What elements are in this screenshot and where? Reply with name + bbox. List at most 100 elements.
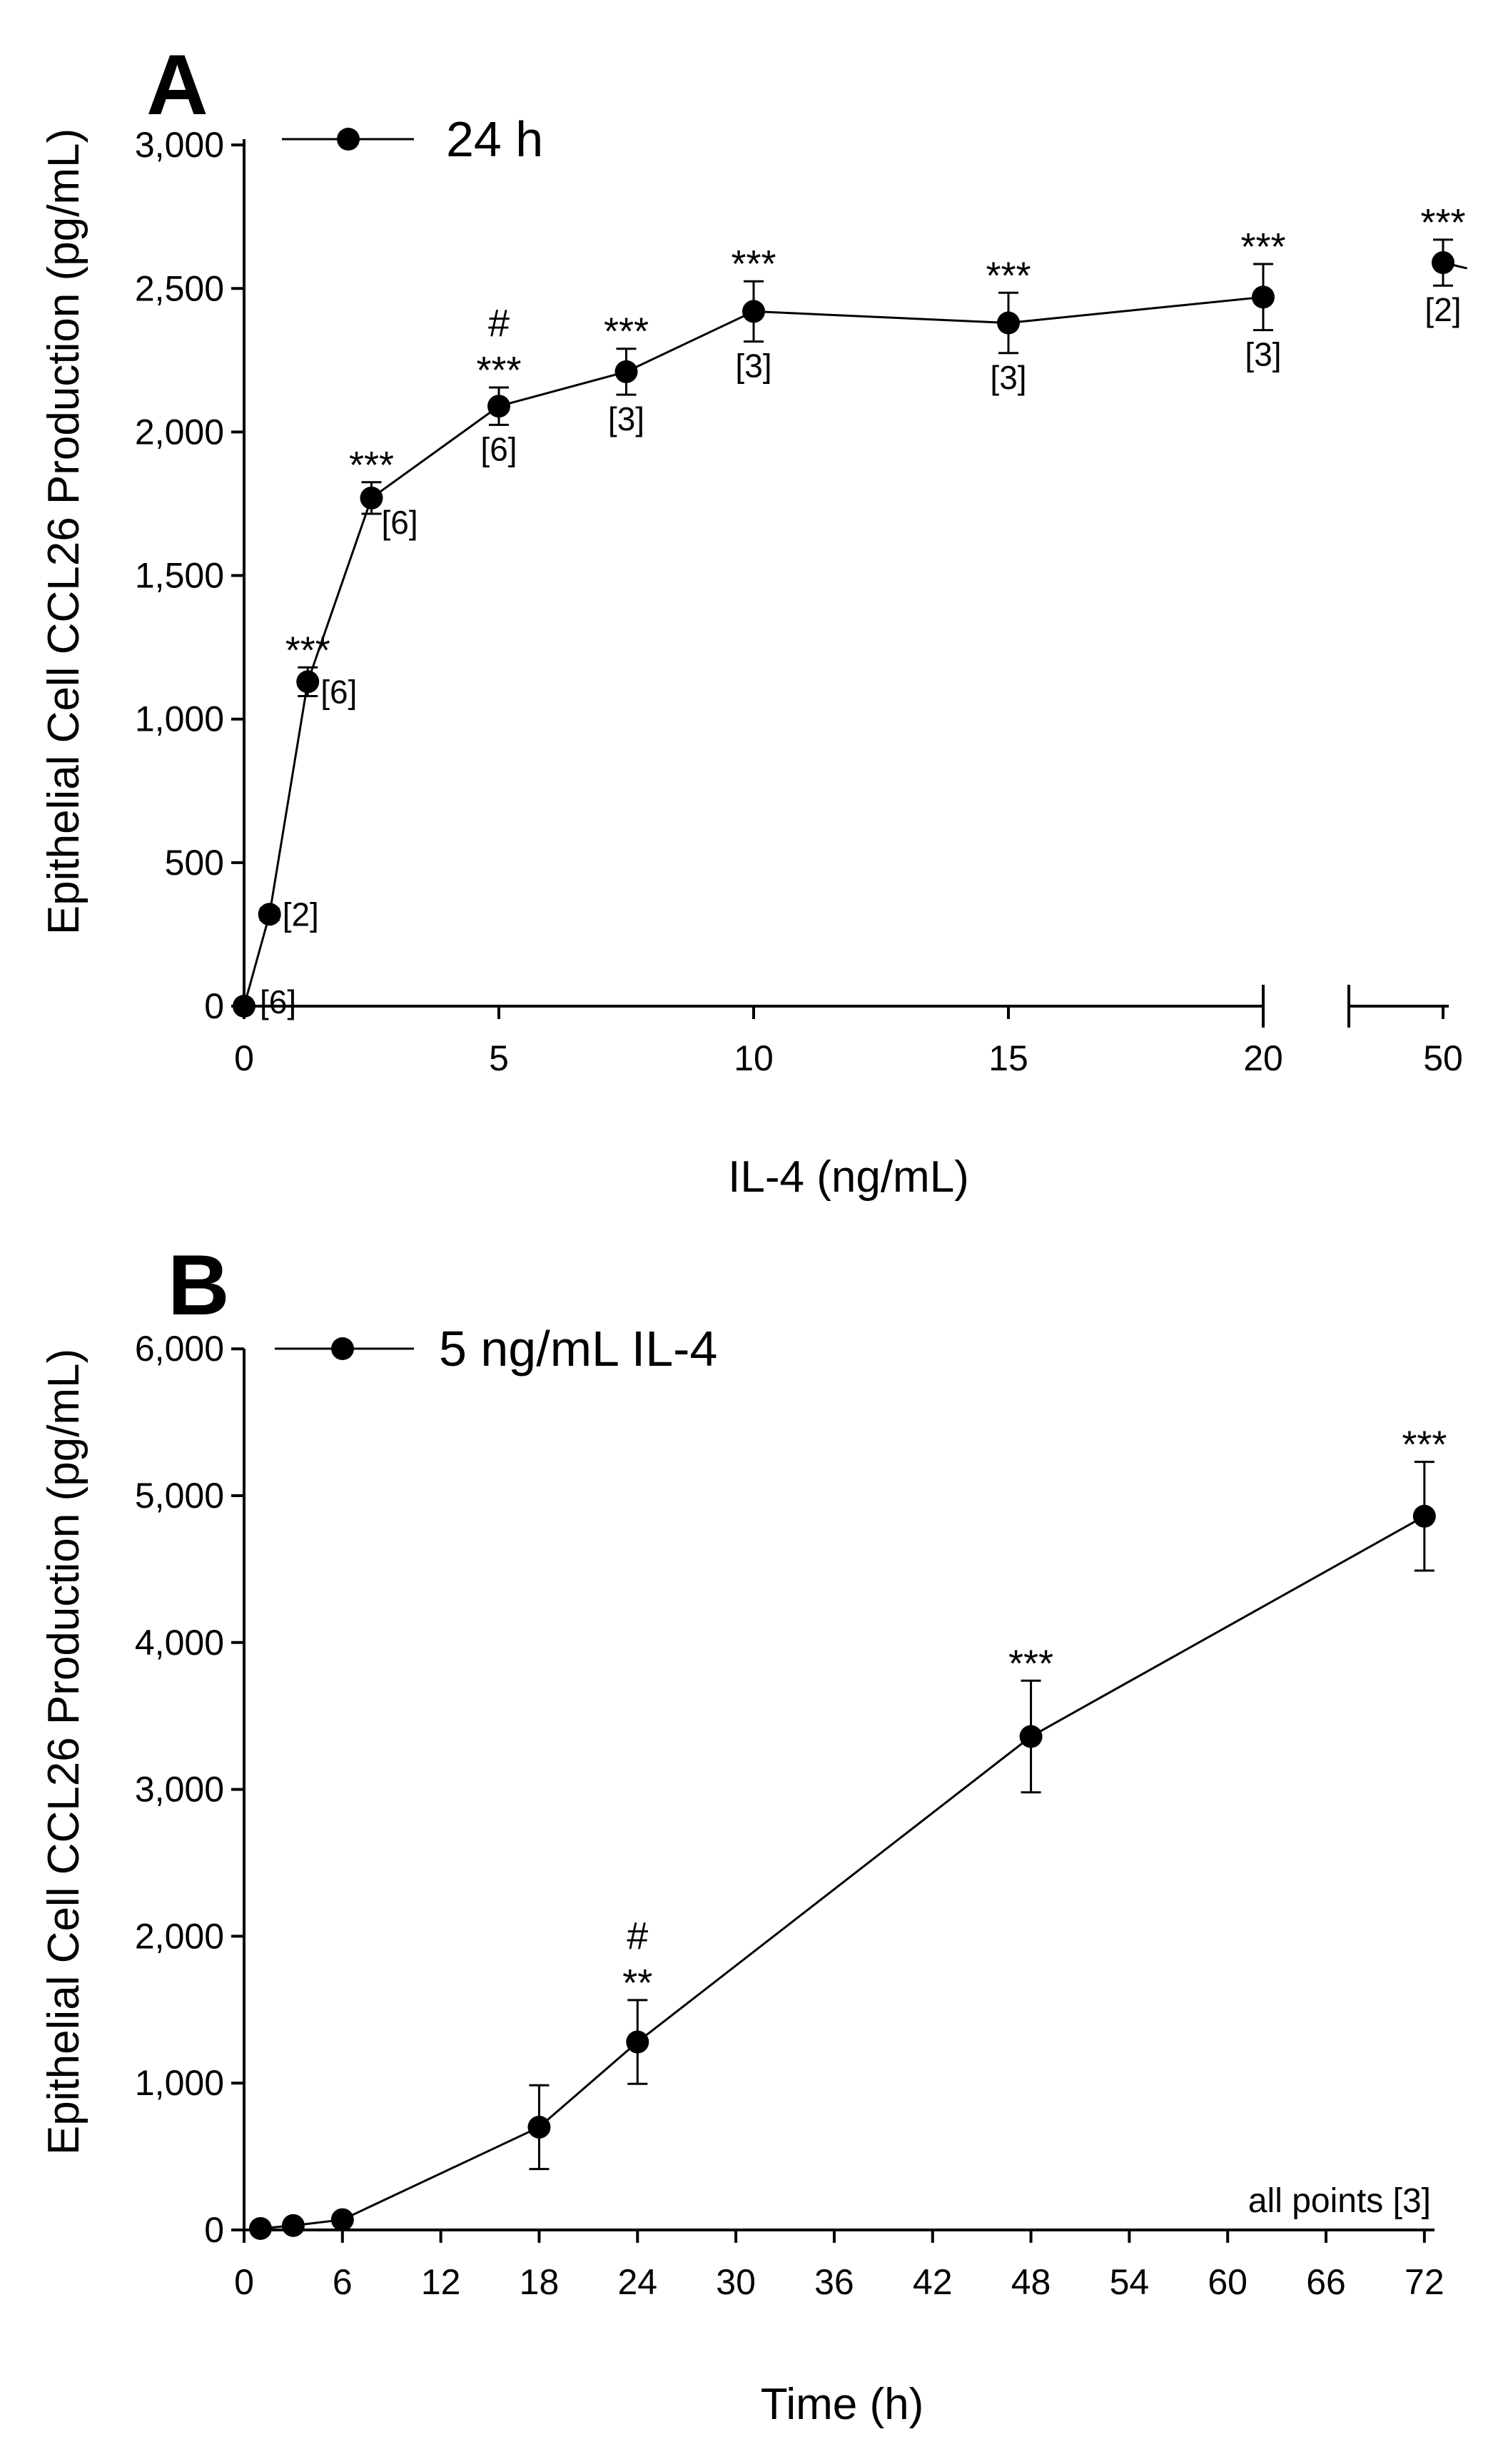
series-segment [498, 370, 627, 407]
panel-a-xlabel: IL-4 (ng/mL) [728, 1152, 969, 1202]
y-tick-label: 2,000 [135, 412, 224, 452]
panel-b-series [260, 1515, 1425, 2230]
x-tick-label: 6 [333, 2262, 353, 2302]
y-tick-label: 3,000 [135, 125, 224, 165]
data-point [1252, 285, 1275, 309]
x-tick-label: 72 [1405, 2262, 1444, 2302]
panel-a-y-ticks: 0 500 1,000 1,500 2,000 2,500 3,000 [135, 125, 244, 1026]
x-tick-label: 10 [734, 1038, 774, 1078]
data-point [997, 311, 1020, 335]
series-segment [306, 497, 373, 682]
data-point [258, 903, 281, 926]
x-tick-label: 36 [814, 2262, 854, 2302]
panel-a-x-ticks: 0 5 10 15 20 50 [234, 1006, 1463, 1078]
series-segment [637, 1735, 1032, 2043]
y-tick-label: 0 [204, 2210, 224, 2250]
n-label: [3] [735, 348, 771, 385]
n-label: [3] [608, 400, 644, 437]
x-tick-label: 30 [716, 2262, 756, 2302]
panel-b-xlabel: Time (h) [761, 2380, 923, 2429]
x-tick-label: 48 [1011, 2262, 1051, 2302]
significance-label: *** [986, 254, 1031, 297]
data-point [330, 2208, 354, 2231]
significance-label: *** [1420, 201, 1465, 244]
significance-label: *** [285, 629, 330, 671]
data-point [1019, 1725, 1043, 1748]
panel-b-legend-marker [331, 1337, 354, 1360]
panel-a-ylabel: Epithelial Cell CCL26 Production (pg/mL) [39, 128, 88, 935]
data-point [296, 670, 320, 694]
panel-a-series [243, 261, 1467, 1007]
panel-b-legend-label: 5 ng/mL IL-4 [439, 1321, 717, 1377]
panel-b-note: all points [3] [1248, 2182, 1431, 2220]
hash-label: # [627, 1915, 648, 1957]
panel-b-letter: B [168, 1237, 230, 1333]
data-point [233, 995, 255, 1018]
y-tick-label: 2,500 [135, 268, 224, 308]
y-tick-label: 2,000 [135, 1916, 224, 1956]
panel-b: B Epithelial Cell CCL26 Production (pg/m… [39, 1237, 1447, 2429]
n-label: [6] [480, 430, 517, 467]
x-tick-label: 5 [489, 1038, 509, 1078]
significance-label: *** [1008, 1642, 1053, 1685]
x-tick-label: 54 [1110, 2262, 1150, 2302]
series-segment [268, 681, 309, 915]
x-tick-label: 12 [421, 2262, 461, 2302]
panel-a-letter: A [146, 37, 208, 133]
n-label: [3] [990, 359, 1026, 396]
significance-label: *** [476, 349, 521, 392]
data-point [742, 300, 765, 323]
x-tick-label: 66 [1306, 2262, 1346, 2302]
y-tick-label: 1,000 [135, 2063, 224, 2103]
x-tick-label: 42 [913, 2262, 953, 2302]
series-segment [1030, 1515, 1425, 1738]
series-segment [625, 310, 754, 373]
panel-a-legend-label: 24 h [446, 111, 543, 167]
panel-b-marks: ** # *** *** [248, 1424, 1447, 2240]
panel-b-ylabel: Epithelial Cell CCL26 Production (pg/mL) [39, 1349, 88, 2155]
y-tick-label: 6,000 [135, 1329, 224, 1369]
y-tick-label: 5,000 [135, 1476, 224, 1516]
significance-label: ** [622, 1962, 652, 2004]
data-point [1412, 1504, 1436, 1528]
x-tick-label: 18 [520, 2262, 560, 2302]
x-tick-label: 0 [234, 1038, 254, 1078]
y-tick-label: 500 [165, 843, 224, 883]
data-point [281, 2214, 305, 2237]
x-tick-label: 24 [617, 2262, 657, 2302]
data-point [248, 2216, 272, 2240]
y-tick-label: 3,000 [135, 1770, 224, 1810]
panel-b-y-ticks: 0 1,000 2,000 3,000 4,000 5,000 6,000 [135, 1329, 244, 2250]
y-tick-label: 4,000 [135, 1623, 224, 1663]
x-tick-label: 60 [1208, 2262, 1248, 2302]
n-label: [3] [1245, 336, 1281, 373]
panel-a-marks: [6][2]***[6]***[6]***#[6]***[3]***[3]***… [233, 201, 1466, 1020]
x-tick-label: 20 [1243, 1038, 1283, 1078]
data-point [527, 2115, 551, 2139]
significance-label: *** [1240, 225, 1285, 268]
n-label: [6] [320, 673, 357, 710]
significance-label: *** [731, 243, 776, 285]
panel-a-legend-marker [337, 128, 360, 151]
data-point [360, 486, 383, 509]
n-label: [6] [260, 983, 296, 1020]
significance-label: *** [604, 310, 649, 353]
series-segment [342, 2126, 540, 2221]
series-segment [753, 310, 1009, 325]
series-segment [243, 913, 271, 1007]
significance-label: *** [349, 444, 394, 487]
data-point [626, 2030, 649, 2054]
hash-label: # [488, 302, 510, 345]
x-tick-label: 15 [988, 1038, 1028, 1078]
series-segment [1008, 295, 1264, 325]
x-tick-label: 50 [1423, 1038, 1463, 1078]
panel-a: A Epithelial Cell CCL26 Production (pg/m… [39, 37, 1467, 1202]
panel-b-x-ticks: 0 6 12 18 24 30 36 42 48 54 60 66 72 [234, 2230, 1444, 2302]
data-point [487, 395, 510, 418]
significance-label: *** [1402, 1424, 1447, 1466]
n-label: [2] [283, 896, 319, 933]
n-label: [2] [1424, 291, 1461, 328]
data-point [1432, 251, 1454, 275]
series-segment [538, 2041, 639, 2129]
